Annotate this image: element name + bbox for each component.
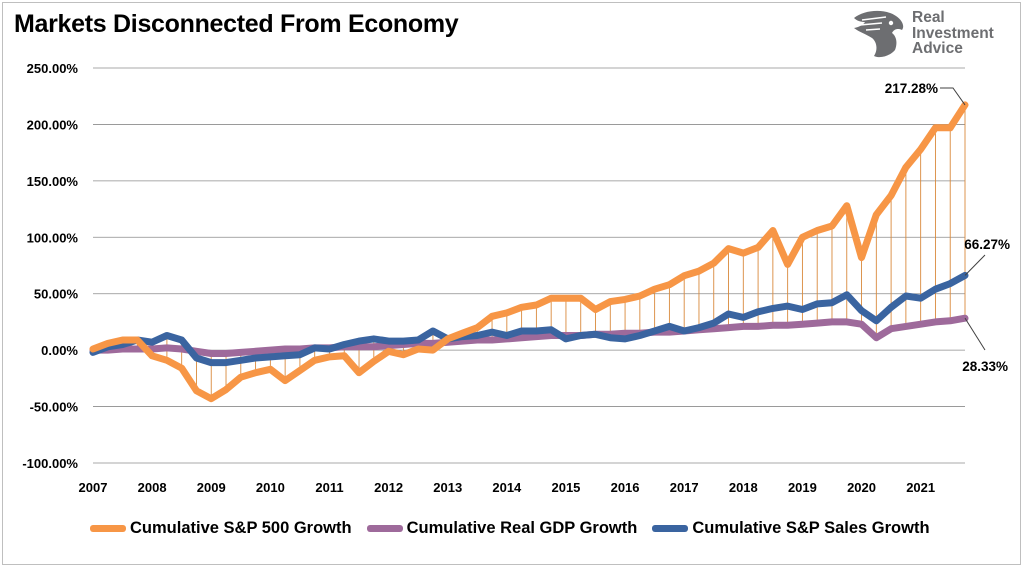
data-label-annotations: 217.28% 66.27% 28.33% bbox=[885, 81, 1010, 374]
annotation-label: 28.33% bbox=[962, 359, 1008, 374]
x-tick-label: 2012 bbox=[374, 480, 403, 495]
x-tick-label: 2018 bbox=[729, 480, 758, 495]
annotation-leader bbox=[964, 254, 986, 276]
eagle-head-icon bbox=[854, 10, 904, 58]
x-axis-tick-labels: 2007 2008 2009 2010 2011 2012 2013 2014 2015 2016… bbox=[79, 480, 936, 495]
y-tick-label: 250.00% bbox=[27, 61, 79, 76]
y-tick-label: 200.00% bbox=[27, 117, 79, 132]
y-tick-label: 150.00% bbox=[27, 174, 79, 189]
x-tick-label: 2011 bbox=[315, 480, 343, 495]
series-lines bbox=[89, 101, 969, 403]
chart-title: Markets Disconnected From Economy bbox=[14, 10, 459, 38]
annotation-leader bbox=[940, 87, 966, 106]
x-tick-label: 2009 bbox=[197, 480, 226, 495]
legend-label-sp500: Cumulative S&P 500 Growth bbox=[130, 518, 352, 537]
annotation-leader bbox=[964, 317, 986, 351]
y-axis-tick-labels: 250.00% 200.00% 150.00% 100.00% 50.00% 0.00% -… bbox=[22, 61, 78, 471]
x-tick-label: 2020 bbox=[847, 480, 876, 495]
x-tick-label: 2021 bbox=[906, 480, 935, 495]
series-line-gdp bbox=[89, 314, 969, 357]
logo-line-investment: Investment bbox=[912, 24, 994, 42]
series-line-sp500 bbox=[89, 101, 969, 403]
logo-text: Real Investment Advice bbox=[912, 10, 994, 57]
legend-item-gdp: Cumulative Real GDP Growth bbox=[366, 518, 638, 538]
legend-item-sales: Cumulative S&P Sales Growth bbox=[652, 518, 930, 538]
y-tick-label: 100.00% bbox=[27, 230, 79, 245]
x-tick-label: 2007 bbox=[79, 480, 108, 495]
x-tick-label: 2013 bbox=[433, 480, 462, 495]
logo-line-advice: Advice bbox=[912, 40, 963, 57]
legend-label-gdp: Cumulative Real GDP Growth bbox=[406, 518, 638, 537]
x-tick-label: 2019 bbox=[788, 480, 817, 495]
legend-item-sp500: Cumulative S&P 500 Growth bbox=[90, 519, 352, 538]
grid-lines bbox=[93, 67, 965, 464]
series-line-sales bbox=[89, 271, 969, 367]
x-tick-label: 2015 bbox=[551, 480, 580, 495]
brand-logo: Real Investment Advice bbox=[850, 8, 1010, 60]
x-tick-label: 2010 bbox=[256, 480, 285, 495]
legend-swatch-gdp bbox=[366, 524, 403, 532]
y-tick-label: -100.00% bbox=[22, 456, 78, 471]
logo-line-real: Real bbox=[912, 9, 945, 26]
x-tick-label: 2008 bbox=[138, 480, 167, 495]
legend-swatch-sp500 bbox=[90, 524, 126, 532]
annotation-label: 66.27% bbox=[964, 237, 1010, 252]
chart-legend: Cumulative S&P 500 Growth Cumulative Rea… bbox=[90, 517, 945, 539]
annotation-label: 217.28% bbox=[885, 81, 938, 96]
x-tick-label: 2017 bbox=[670, 480, 699, 495]
legend-label-sales: Cumulative S&P Sales Growth bbox=[692, 518, 930, 537]
y-tick-label: 0.00% bbox=[41, 343, 78, 358]
y-tick-label: 50.00% bbox=[34, 287, 79, 302]
y-tick-label: -50.00% bbox=[30, 400, 79, 415]
x-tick-label: 2014 bbox=[492, 480, 522, 495]
legend-swatch-sales bbox=[652, 524, 689, 532]
x-tick-label: 2016 bbox=[611, 480, 640, 495]
